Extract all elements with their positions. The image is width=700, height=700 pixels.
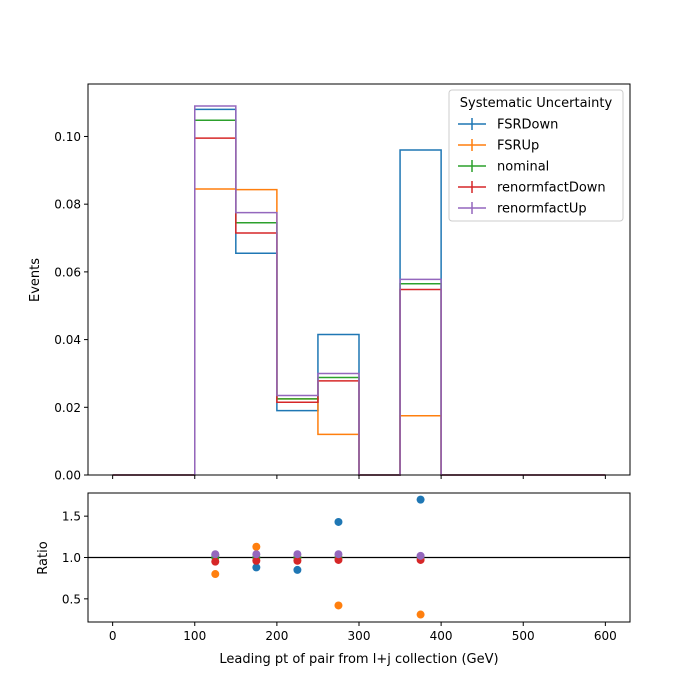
legend-item-FSRUp: FSRUp [458, 139, 539, 154]
ratio-point-renormfactDown [211, 557, 220, 566]
ratio-point-renormfactUp [252, 550, 261, 559]
ratio-point-FSRUp [416, 610, 425, 619]
legend-item-renormfactDown: renormfactDown [458, 181, 606, 196]
ratio-plot-frame [87, 492, 631, 623]
legend-item-FSRDown: FSRDown [458, 118, 558, 133]
legend-item-renormfactUp: renormfactUp [458, 202, 587, 217]
legend-label: renormfactUp [497, 202, 587, 217]
main-plot-frame [87, 83, 631, 476]
ratio-point-FSRDown [416, 495, 425, 504]
x-tick-label: 500 [512, 629, 535, 643]
ratio-y-axis-label: Ratio [36, 541, 51, 574]
legend-item-nominal: nominal [458, 160, 549, 175]
legend-title: Systematic Uncertainty [460, 96, 613, 111]
main-y-tick-label: 0.02 [54, 401, 81, 415]
ratio-y-tick-label: 1.0 [62, 551, 81, 565]
legend-box [448, 89, 624, 222]
ratio-point-FSRUp [252, 542, 261, 551]
ratio-point-FSRUp [334, 601, 343, 610]
ratio-point-FSRUp [211, 570, 220, 579]
ratio-point-renormfactDown [293, 556, 302, 565]
ratio-point-FSRDown [293, 565, 302, 574]
ratio-point-renormfactDown [252, 556, 261, 565]
main-y-tick-label: 0.04 [54, 333, 81, 347]
x-tick-label: 0 [109, 629, 117, 643]
x-tick-label: 600 [594, 629, 617, 643]
x-tick-label: 100 [183, 629, 206, 643]
legend-label: FSRDown [497, 118, 558, 133]
ratio-point-FSRDown [334, 517, 343, 526]
ratio-point-renormfactUp [416, 551, 425, 560]
main-y-tick-label: 0.06 [54, 265, 81, 279]
ratio-point-renormfactDown [334, 555, 343, 564]
ratio-point-renormfactUp [293, 550, 302, 559]
x-tick-label: 400 [430, 629, 453, 643]
ratio-y-tick-label: 1.5 [62, 510, 81, 524]
legend-label: FSRUp [497, 139, 539, 154]
main-y-tick-label: 0.08 [54, 198, 81, 212]
main-y-tick-label: 0.00 [54, 469, 81, 483]
ratio-point-FSRDown [252, 563, 261, 572]
legend-label: renormfactDown [497, 181, 606, 196]
x-tick-label: 200 [265, 629, 288, 643]
x-tick-label: 300 [348, 629, 371, 643]
legend-label: nominal [497, 160, 549, 175]
x-axis-label: Leading pt of pair from l+j collection (… [219, 652, 498, 667]
main-y-tick-label: 0.10 [54, 130, 81, 144]
ratio-point-renormfactUp [211, 550, 220, 559]
main-y-axis-label: Events [28, 258, 43, 302]
ratio-point-renormfactUp [334, 550, 343, 559]
legend: Systematic Uncertainty FSRDown FSRUp nomin… [448, 89, 624, 222]
ratio-plot-panel: 0.5 1.0 1.5 0 100 200 300 400 500 600 Ratio Lead… [36, 492, 631, 667]
ratio-y-tick-label: 0.5 [62, 592, 81, 606]
